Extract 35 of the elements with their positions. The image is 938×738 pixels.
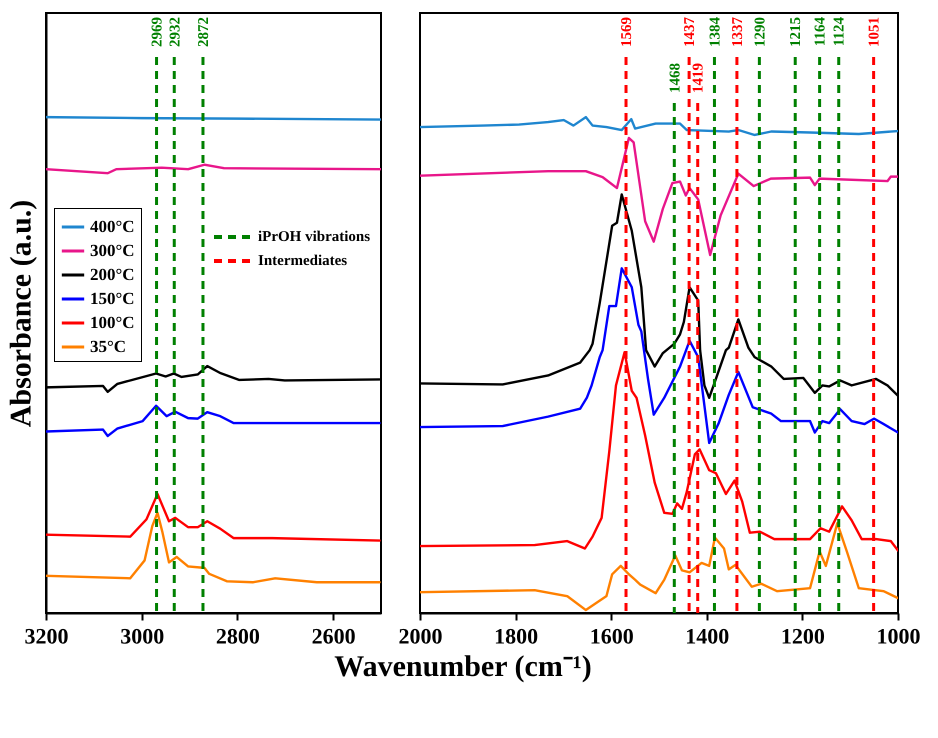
- annotation: iPrOH vibrations: [258, 228, 370, 246]
- y-axis-title: Absorbance (a.u.): [4, 200, 38, 428]
- ref-line-label: 1384: [707, 16, 724, 47]
- x-axis-title: Wavenumber (cm⁻¹): [334, 650, 592, 683]
- ref-line-label: 1419: [690, 63, 707, 93]
- x-tick-label: 2600: [312, 624, 356, 648]
- ref-line-label: 1290: [752, 17, 768, 47]
- ref-line-label: 2872: [196, 17, 212, 47]
- ref-line-label: 2932: [167, 17, 184, 47]
- ref-line-label: 1468: [667, 63, 684, 93]
- dashed-legend: iPrOH vibrations Intermediates: [212, 225, 370, 273]
- x-tick-label: 1000: [876, 624, 920, 648]
- x-tick-label: 3000: [120, 624, 164, 648]
- x-tick-label: 1600: [590, 624, 634, 648]
- ref-line-label: 1164: [812, 16, 829, 46]
- legend-label: 150°C: [90, 289, 135, 308]
- ref-line-label: 1051: [866, 17, 883, 47]
- legend-label: 100°C: [90, 313, 135, 332]
- ref-line-label: 1215: [788, 17, 804, 47]
- ref-line-label: 1124: [832, 16, 848, 46]
- ref-line-label: 1569: [619, 17, 636, 47]
- x-tick-label: 2000: [398, 624, 442, 648]
- x-tick-label: 1200: [780, 624, 825, 648]
- annotation: Intermediates: [258, 252, 348, 270]
- legend-label: 200°C: [90, 265, 135, 284]
- legend-label: 300°C: [90, 241, 135, 260]
- ref-line-label: 1437: [682, 16, 698, 47]
- x-tick-label: 1800: [494, 624, 538, 648]
- legend-label: 35°C: [90, 337, 126, 356]
- x-tick-label: 1400: [685, 624, 730, 648]
- ref-line-label: 1337: [730, 16, 746, 47]
- ref-line-label: 2969: [150, 17, 166, 47]
- x-tick-label: 2800: [216, 624, 260, 648]
- legend-label: 400°C: [90, 217, 135, 236]
- x-tick-label: 3200: [24, 624, 68, 648]
